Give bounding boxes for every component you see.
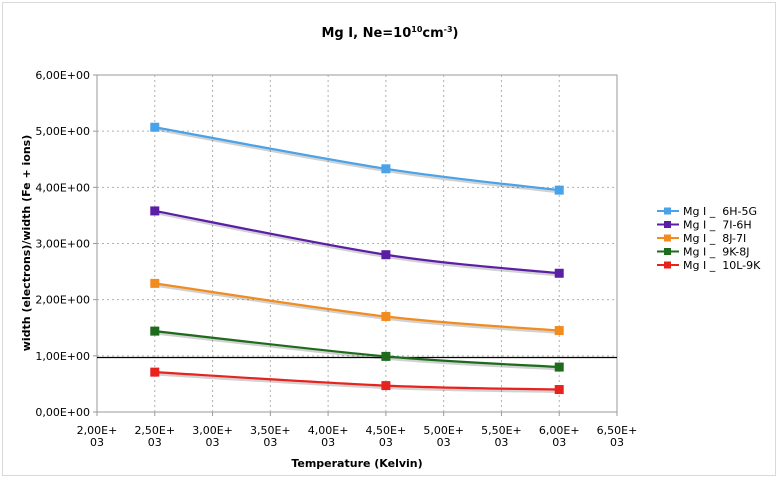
data-point-marker: [381, 381, 391, 391]
series-line: [154, 282, 560, 332]
data-point-marker: [381, 312, 391, 322]
data-point-marker: [554, 362, 564, 372]
legend-entry-label: Mg I _ 9K-8J: [683, 246, 749, 259]
data-point-marker: [381, 164, 391, 174]
x-tick-label-line2: 03: [437, 436, 451, 449]
data-point-marker: [381, 250, 391, 260]
y-tick-label: 1,00E+00: [35, 350, 90, 363]
x-tick-label-line1: 6,50E+: [597, 424, 638, 437]
x-tick-label: 3,50E+ 03: [250, 424, 291, 449]
x-tick-label: 6,50E+ 03: [597, 424, 638, 449]
x-tick-label-line1: 2,50E+: [134, 424, 175, 437]
legend-entry-label: Mg I _ 7I-6H: [683, 219, 752, 232]
series-line: [154, 330, 560, 369]
data-point-marker: [150, 122, 160, 132]
x-tick-label-line2: 03: [263, 436, 277, 449]
legend-entry-label: Mg I _ 6H-5G: [683, 205, 757, 218]
x-tick-label-line2: 03: [321, 436, 335, 449]
x-tick-label-line1: 4,00E+: [308, 424, 349, 437]
data-point-marker: [554, 268, 564, 278]
data-point-marker: [150, 278, 160, 288]
x-tick-label: 2,00E+ 03: [77, 424, 118, 449]
series-line: [154, 209, 560, 275]
x-tick-label: 3,00E+ 03: [192, 424, 233, 449]
y-axis-tick-labels: 0,00E+00 1,00E+00 2,00E+00 3,00E+00 4,00E+00…: [35, 69, 97, 419]
x-tick-label-line2: 03: [90, 436, 104, 449]
x-axis-tick-labels: 2,00E+ 032,50E+ 033,00E+ 033,50E+ 034,00E+ 03…: [77, 412, 638, 449]
x-tick-label-line1: 3,50E+: [250, 424, 291, 437]
x-tick-label-line1: 6,00E+: [539, 424, 580, 437]
x-tick-label: 4,50E+ 03: [366, 424, 407, 449]
x-tick-label-line2: 03: [552, 436, 566, 449]
x-tick-label: 2,50E+ 03: [134, 424, 175, 449]
x-tick-label-line1: 3,00E+: [192, 424, 233, 437]
data-point-marker: [150, 367, 160, 377]
x-tick-label: 5,00E+ 03: [423, 424, 464, 449]
x-tick-label-line1: 4,50E+: [366, 424, 407, 437]
legend-marker: [664, 234, 671, 242]
data-point-marker: [554, 185, 564, 195]
gridlines: [97, 75, 617, 412]
data-point-marker: [554, 326, 564, 336]
x-tick-label-line1: 5,50E+: [481, 424, 522, 437]
x-tick-label-line2: 03: [494, 436, 508, 449]
data-point-marker: [381, 351, 391, 361]
x-tick-label-line2: 03: [379, 436, 393, 449]
data-point-marker: [150, 326, 160, 336]
legend-marker: [664, 261, 671, 269]
x-tick-label: 6,00E+ 03: [539, 424, 580, 449]
x-tick-label-line2: 03: [148, 436, 162, 449]
y-tick-label: 6,00E+00: [35, 69, 90, 82]
data-point-marker: [150, 206, 160, 216]
y-tick-label: 2,00E+00: [35, 294, 90, 307]
y-tick-label: 0,00E+00: [35, 406, 90, 419]
y-tick-label: 3,00E+00: [35, 238, 90, 251]
y-tick-label: 5,00E+00: [35, 125, 90, 138]
x-tick-label: 5,50E+ 03: [481, 424, 522, 449]
series-layer: [150, 122, 564, 395]
legend-marker: [664, 207, 671, 215]
x-tick-label-line2: 03: [610, 436, 624, 449]
x-tick-label-line2: 03: [206, 436, 220, 449]
chart-title: Mg I, Ne=1010cm-3): [322, 25, 459, 41]
y-tick-label: 4,00E+00: [35, 181, 90, 194]
series-line: [154, 126, 560, 192]
legend-entry-label: Mg I _ 8J-7I: [683, 232, 746, 245]
x-axis-label: Temperature (Kelvin): [291, 457, 422, 470]
legend-marker: [664, 248, 671, 255]
legend-marker: [664, 221, 671, 228]
y-axis-label: width (electrons)/width (Fe + ions): [20, 135, 33, 352]
data-point-marker: [554, 385, 564, 395]
x-tick-label-line1: 2,00E+: [77, 424, 118, 437]
x-tick-label-line1: 5,00E+: [423, 424, 464, 437]
legend-entry-label: Mg I _ 10L-9K: [683, 259, 761, 272]
x-tick-label: 4,00E+ 03: [308, 424, 349, 449]
